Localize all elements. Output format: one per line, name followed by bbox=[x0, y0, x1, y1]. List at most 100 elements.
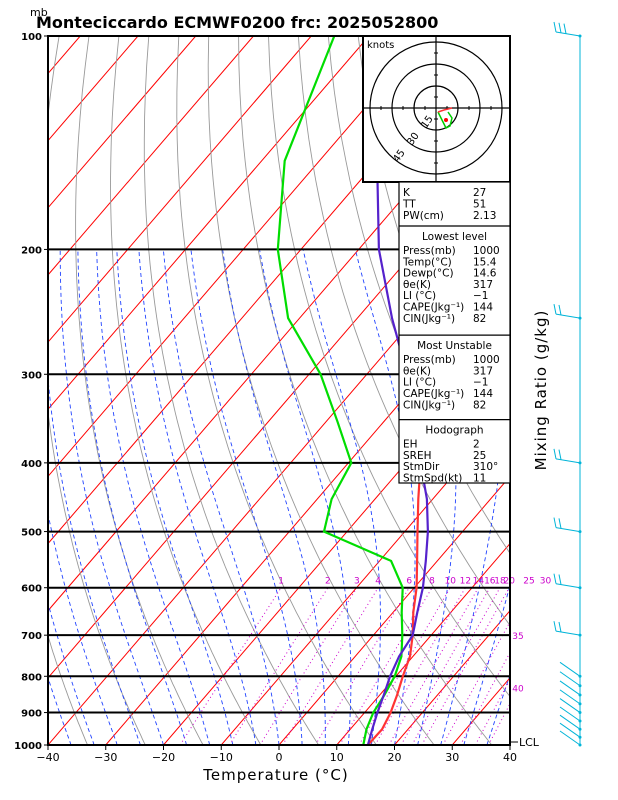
wind-barb bbox=[559, 689, 581, 705]
moist-adiabat bbox=[77, 249, 188, 745]
moist-adiabat bbox=[48, 676, 72, 745]
y-tick-label: 600 bbox=[21, 584, 42, 595]
storm-motion-marker bbox=[444, 118, 448, 122]
isotherm bbox=[48, 36, 428, 478]
wind-barb-flag bbox=[553, 573, 557, 584]
isotherm bbox=[509, 744, 510, 745]
mixing-ratio-line bbox=[282, 587, 379, 745]
moist-adiabat bbox=[417, 249, 457, 745]
row-value: 1000 bbox=[473, 245, 500, 257]
mixing-ratio-label: 10 bbox=[444, 577, 456, 587]
wind-barb-flag bbox=[553, 21, 557, 33]
wind-barb bbox=[559, 706, 581, 722]
moist-adiabat bbox=[509, 743, 510, 745]
wind-barb-flag bbox=[553, 448, 557, 459]
background-lines bbox=[48, 36, 618, 745]
x-tick-label: 40 bbox=[503, 751, 517, 764]
y-tick-label: 200 bbox=[21, 245, 42, 256]
y-tick-label: 1000 bbox=[14, 741, 42, 752]
row-value: 82 bbox=[473, 313, 486, 325]
right-axis-label: Mixing Ratio (g/kg) bbox=[532, 310, 550, 471]
moist-adiabat bbox=[222, 249, 326, 745]
wind-barb bbox=[555, 630, 581, 636]
mixing-ratio-label: 14 bbox=[473, 577, 485, 587]
row-label: LI (°C) bbox=[403, 377, 436, 389]
isotherm bbox=[394, 609, 510, 745]
mixing-ratio-label: 4 bbox=[375, 577, 381, 587]
mixing-ratio-line bbox=[400, 587, 491, 745]
dry-adiabat bbox=[568, 36, 618, 745]
row-value: −1 bbox=[473, 377, 488, 389]
row-label: θe(K) bbox=[403, 279, 431, 291]
isotherm bbox=[48, 36, 197, 209]
wind-barbs bbox=[553, 21, 582, 747]
mixing-ratio-line bbox=[421, 587, 510, 745]
row-value: 11 bbox=[473, 473, 486, 485]
row-label: Temp(°C) bbox=[402, 256, 452, 268]
hodograph-unit-label: knots bbox=[367, 40, 394, 51]
wind-barb-flag bbox=[553, 304, 557, 315]
wind-barb bbox=[559, 730, 581, 746]
mixing-ratio-line bbox=[411, 587, 501, 745]
dry-adiabat bbox=[48, 634, 89, 745]
dry-adiabat bbox=[48, 36, 146, 745]
moist-adiabat bbox=[59, 249, 164, 745]
dry-adiabat bbox=[507, 36, 510, 47]
mixing-ratio-line bbox=[374, 587, 466, 745]
row-label: θe(K) bbox=[403, 365, 431, 377]
index-value: 51 bbox=[473, 199, 486, 211]
info-box-frame bbox=[398, 181, 511, 484]
wind-barb-flag bbox=[558, 574, 562, 585]
wind-barb-flag bbox=[563, 23, 567, 34]
dry-adiabat bbox=[207, 36, 435, 745]
mixing-ratio-label: 3 bbox=[354, 577, 360, 587]
section-header: Lowest level bbox=[422, 231, 487, 243]
mixing-ratio-label: 2 bbox=[325, 577, 331, 587]
row-label: SREH bbox=[403, 450, 432, 462]
y-tick-label: 700 bbox=[21, 631, 42, 642]
row-value: 2 bbox=[473, 439, 480, 451]
x-tick-label: 0 bbox=[276, 751, 283, 764]
mixing-ratio-label: 40 bbox=[512, 685, 524, 695]
wind-barb-flag bbox=[553, 517, 557, 528]
row-value: 25 bbox=[473, 450, 486, 462]
dry-adiabat bbox=[176, 36, 377, 745]
wind-barb bbox=[559, 661, 581, 677]
mixing-ratio-line bbox=[388, 587, 479, 745]
x-tick-label: −10 bbox=[210, 751, 233, 764]
isotherm bbox=[336, 542, 510, 745]
hodograph-trace-low bbox=[437, 107, 453, 113]
section-header: Most Unstable bbox=[417, 340, 492, 352]
wind-barb-flag bbox=[558, 304, 562, 316]
index-label: PW(cm) bbox=[403, 210, 444, 222]
mixing-ratio-label: 30 bbox=[540, 577, 552, 587]
wind-barb-flag bbox=[553, 621, 557, 632]
index-value: 27 bbox=[473, 187, 486, 199]
moist-adiabat bbox=[96, 249, 211, 745]
parcel-profile bbox=[366, 65, 430, 745]
x-tick-label: 30 bbox=[445, 751, 459, 764]
info-box: K 27 TT 51 PW(cm) 2.13 Lowest level Press(mb) 10… bbox=[398, 181, 511, 485]
x-tick-label: −20 bbox=[152, 751, 175, 764]
wind-barb bbox=[555, 527, 581, 533]
row-label: CIN(Jkg⁻¹) bbox=[403, 399, 455, 411]
chart-title: Monteciccardo ECMWF0200 frc: 2025052800 bbox=[36, 13, 438, 32]
wind-barb bbox=[555, 458, 581, 464]
mixing-ratio-line bbox=[459, 651, 510, 745]
isotherm bbox=[48, 36, 312, 343]
mixing-ratio-label: 8 bbox=[429, 577, 435, 587]
mixing-ratio-label: 6 bbox=[406, 577, 412, 587]
row-value: 317 bbox=[473, 365, 493, 377]
row-value: 14.6 bbox=[473, 268, 497, 280]
wind-barb bbox=[559, 680, 581, 696]
x-tick-label: −30 bbox=[94, 751, 117, 764]
row-label: CAPE(Jkg⁻¹) bbox=[403, 302, 464, 314]
wind-barb-flag bbox=[558, 621, 562, 633]
y-tick-label: 100 bbox=[21, 32, 42, 43]
isotherm bbox=[278, 475, 510, 745]
moist-adiabat bbox=[302, 249, 381, 745]
dry-adiabat bbox=[297, 36, 510, 627]
mixing-ratio-label: 25 bbox=[523, 577, 534, 587]
